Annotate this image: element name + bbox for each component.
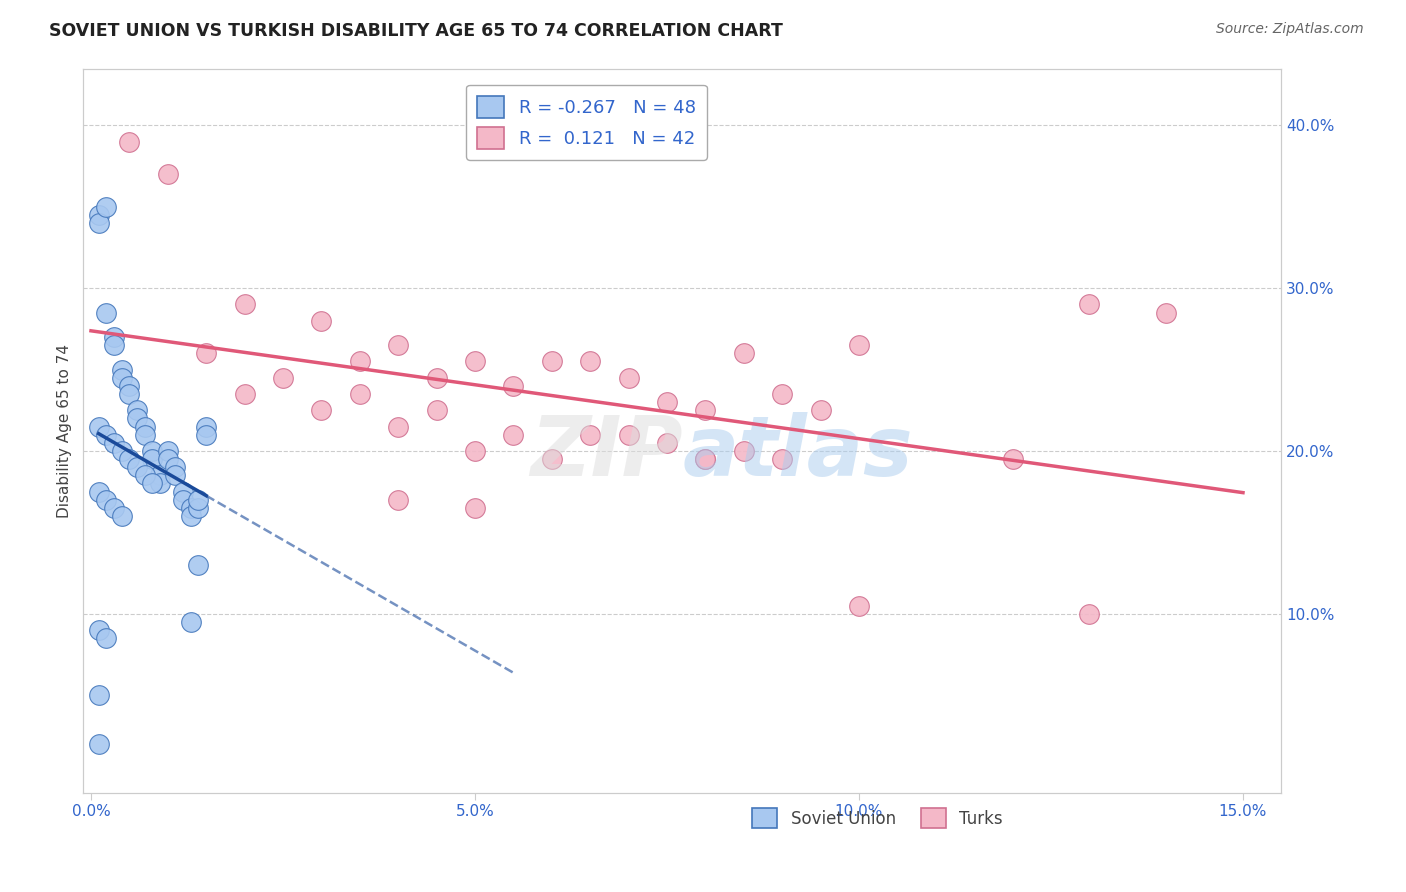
Point (87, 419, 110, 434)
Point (111, 362, 134, 376)
Point (233, 387, 256, 401)
Point (111, 370, 134, 384)
Point (387, 419, 409, 434)
Point (165, 460, 187, 475)
Point (118, 379, 141, 393)
Point (125, 403, 148, 417)
Point (125, 460, 148, 475)
Point (141, 476, 163, 491)
Point (103, 435, 125, 450)
Point (387, 338, 409, 352)
Point (111, 508, 134, 523)
Point (617, 370, 640, 384)
Point (96, 492, 118, 507)
Point (271, 370, 294, 384)
Point (87, 208, 110, 222)
Point (195, 419, 218, 434)
Point (540, 452, 562, 467)
Point (149, 468, 172, 483)
Point (695, 452, 717, 467)
Point (695, 452, 717, 467)
Point (187, 558, 209, 572)
Text: atlas: atlas (682, 412, 912, 492)
Point (96, 631, 118, 645)
Point (165, 468, 187, 483)
Point (103, 500, 125, 515)
Point (180, 500, 202, 515)
Point (349, 354, 371, 368)
Point (118, 452, 141, 467)
Point (87, 484, 110, 499)
Point (118, 387, 141, 401)
Point (125, 411, 148, 425)
Point (141, 452, 163, 467)
Point (502, 427, 524, 442)
Point (156, 167, 179, 181)
Point (233, 297, 256, 311)
Point (111, 444, 134, 458)
Point (770, 387, 793, 401)
Point (1078, 607, 1101, 621)
Point (579, 354, 602, 368)
Point (87, 623, 110, 637)
Point (187, 492, 209, 507)
Point (180, 615, 202, 629)
Point (87, 216, 110, 230)
Point (134, 427, 156, 442)
Point (172, 492, 194, 507)
Point (464, 354, 486, 368)
Point (96, 305, 118, 319)
Point (103, 330, 125, 344)
Point (617, 427, 640, 442)
Point (118, 135, 141, 149)
Point (134, 468, 156, 483)
Point (195, 346, 218, 360)
Point (311, 403, 333, 417)
Point (655, 395, 678, 409)
Text: Source: ZipAtlas.com: Source: ZipAtlas.com (1216, 22, 1364, 37)
Point (770, 452, 793, 467)
Point (848, 338, 870, 352)
Point (96, 427, 118, 442)
Legend: Soviet Union, Turks: Soviet Union, Turks (745, 801, 1010, 835)
Point (103, 338, 125, 352)
Y-axis label: Disability Age 65 to 74: Disability Age 65 to 74 (58, 343, 72, 517)
Point (848, 599, 870, 613)
Point (579, 427, 602, 442)
Text: SOVIET UNION VS TURKISH DISABILITY AGE 65 TO 74 CORRELATION CHART: SOVIET UNION VS TURKISH DISABILITY AGE 6… (49, 22, 783, 40)
Point (426, 403, 449, 417)
Point (1154, 305, 1177, 319)
Point (134, 419, 156, 434)
Point (810, 403, 832, 417)
Point (156, 444, 179, 458)
Point (311, 314, 333, 328)
Point (172, 484, 194, 499)
Point (540, 354, 562, 368)
Point (156, 452, 179, 467)
Point (502, 379, 524, 393)
Point (655, 435, 678, 450)
Point (464, 444, 486, 458)
Point (149, 476, 172, 491)
Point (180, 508, 202, 523)
Point (87, 737, 110, 751)
Point (141, 444, 163, 458)
Point (1078, 297, 1101, 311)
Point (733, 444, 755, 458)
Point (349, 387, 371, 401)
Point (387, 492, 409, 507)
Point (733, 346, 755, 360)
Point (1001, 452, 1024, 467)
Point (464, 500, 486, 515)
Point (195, 427, 218, 442)
Point (426, 370, 449, 384)
Point (96, 200, 118, 214)
Point (695, 403, 717, 417)
Point (187, 500, 209, 515)
Text: ZIP: ZIP (530, 412, 682, 492)
Point (87, 688, 110, 702)
